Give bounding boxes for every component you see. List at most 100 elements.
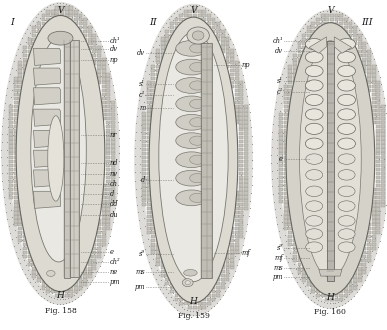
Polygon shape [312,290,315,293]
Polygon shape [293,251,297,254]
Polygon shape [19,121,22,124]
Polygon shape [344,18,348,21]
Text: ch²: ch² [110,258,120,266]
Polygon shape [19,113,22,116]
Polygon shape [165,262,169,266]
Polygon shape [362,259,366,262]
Polygon shape [97,255,101,258]
Polygon shape [106,223,110,226]
Polygon shape [240,191,243,195]
Polygon shape [147,93,151,96]
Polygon shape [344,26,348,29]
Polygon shape [65,286,68,289]
Polygon shape [111,184,115,187]
Polygon shape [19,188,22,191]
Polygon shape [349,275,353,278]
Polygon shape [106,211,110,215]
Polygon shape [293,239,297,242]
Polygon shape [201,44,212,279]
Polygon shape [284,223,288,226]
Polygon shape [102,109,106,112]
Polygon shape [325,286,329,289]
Polygon shape [240,227,243,230]
Polygon shape [381,132,385,136]
Polygon shape [240,128,243,131]
Polygon shape [376,140,380,144]
Polygon shape [376,219,380,222]
Polygon shape [216,34,220,37]
Polygon shape [23,255,27,258]
Polygon shape [376,136,380,140]
Polygon shape [106,85,110,88]
Polygon shape [207,298,211,301]
Ellipse shape [176,96,207,112]
Polygon shape [330,290,334,293]
Polygon shape [362,53,366,57]
Polygon shape [293,231,297,234]
Polygon shape [312,34,315,37]
Polygon shape [106,207,110,211]
Polygon shape [165,266,169,270]
Polygon shape [79,18,82,21]
Polygon shape [321,294,325,297]
Polygon shape [106,172,110,175]
Polygon shape [97,57,101,61]
Polygon shape [23,251,27,254]
Polygon shape [175,290,178,293]
Polygon shape [302,57,306,61]
Polygon shape [161,69,164,72]
Polygon shape [102,93,106,96]
Ellipse shape [190,193,205,203]
Polygon shape [184,22,188,25]
Polygon shape [92,243,96,246]
Polygon shape [179,18,183,21]
Polygon shape [142,124,146,127]
Polygon shape [55,6,59,10]
Polygon shape [147,219,151,222]
Polygon shape [14,113,18,116]
Polygon shape [226,46,229,49]
Polygon shape [37,279,41,282]
Polygon shape [279,144,283,148]
Polygon shape [28,50,32,53]
Polygon shape [367,239,371,242]
Polygon shape [106,109,110,112]
Polygon shape [147,140,151,143]
Polygon shape [111,117,115,120]
Polygon shape [372,117,375,120]
Polygon shape [193,306,197,309]
Polygon shape [212,298,216,301]
Polygon shape [367,61,371,65]
Polygon shape [151,203,155,206]
Polygon shape [28,263,32,266]
Text: nd: nd [110,159,118,167]
Polygon shape [381,136,385,140]
Polygon shape [151,219,155,222]
Polygon shape [202,302,206,305]
Polygon shape [339,26,343,29]
Polygon shape [33,30,36,33]
Polygon shape [74,282,78,285]
Polygon shape [372,101,375,104]
Polygon shape [279,180,283,183]
Polygon shape [230,227,234,230]
Polygon shape [372,207,375,211]
Polygon shape [88,30,92,33]
Polygon shape [226,258,229,262]
Polygon shape [33,130,60,148]
Polygon shape [92,267,96,270]
Polygon shape [175,282,178,285]
Polygon shape [198,298,202,301]
Polygon shape [151,207,155,210]
Polygon shape [316,18,320,21]
Polygon shape [362,50,366,53]
Polygon shape [334,37,352,53]
Polygon shape [165,46,169,49]
Polygon shape [19,219,22,222]
Polygon shape [298,247,301,250]
Polygon shape [151,81,155,84]
Polygon shape [293,61,297,65]
Text: e: e [279,155,283,163]
Polygon shape [19,200,22,203]
Polygon shape [97,69,101,73]
